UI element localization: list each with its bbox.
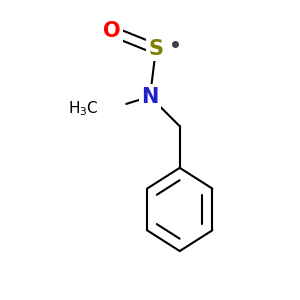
Text: O: O [103,21,120,41]
Text: H$_3$C: H$_3$C [68,99,98,118]
Text: S: S [148,39,164,59]
Text: N: N [141,86,159,106]
